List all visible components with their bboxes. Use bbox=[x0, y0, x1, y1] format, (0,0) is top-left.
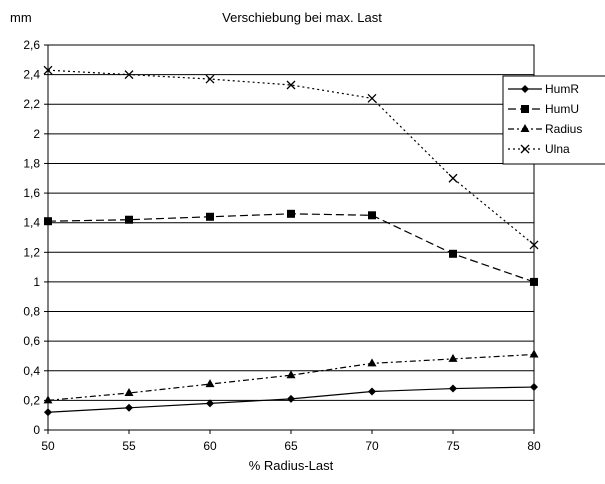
data-point-radius bbox=[529, 349, 539, 358]
data-point-radius bbox=[43, 395, 53, 404]
gridlines bbox=[48, 74, 534, 401]
y-tick-label: 1,6 bbox=[23, 186, 40, 200]
x-tick-label: 50 bbox=[41, 439, 55, 453]
x-tick-label: 75 bbox=[446, 439, 460, 453]
data-point-radius bbox=[286, 370, 296, 379]
y-tick-label: 2 bbox=[33, 127, 40, 141]
y-tick-label: 2,2 bbox=[23, 97, 40, 111]
series-lines bbox=[43, 65, 539, 417]
data-point-ulna bbox=[43, 65, 53, 75]
x-tick-label: 65 bbox=[284, 439, 298, 453]
y-tick-label: 2,6 bbox=[23, 38, 40, 52]
data-point-humr bbox=[44, 408, 52, 417]
x-tick-label: 55 bbox=[122, 439, 136, 453]
data-point-humr bbox=[449, 384, 457, 393]
data-point-ulna bbox=[124, 70, 134, 80]
y-tick-label: 2,4 bbox=[23, 68, 40, 82]
data-point-humr bbox=[125, 403, 133, 412]
data-point-humr bbox=[206, 399, 214, 408]
data-point-humu bbox=[449, 249, 457, 258]
y-tick-label: 1,8 bbox=[23, 156, 40, 170]
legend-label-ulna: Ulna bbox=[545, 142, 570, 156]
data-point-ulna bbox=[529, 240, 539, 250]
data-point-radius bbox=[367, 358, 377, 367]
data-point-humr bbox=[368, 387, 376, 396]
x-axis-ticks: 50 55 60 65 70 75 80 bbox=[41, 430, 541, 453]
data-point-ulna bbox=[367, 93, 377, 103]
data-point-humr bbox=[530, 383, 538, 392]
data-point-humu bbox=[206, 212, 214, 221]
data-point-radius bbox=[124, 387, 134, 396]
x-axis-label: % Radius-Last bbox=[249, 458, 334, 473]
y-tick-label: 0,8 bbox=[23, 305, 40, 319]
data-point-humu bbox=[368, 211, 376, 220]
data-point-radius bbox=[448, 353, 458, 362]
series-line-ulna bbox=[47, 69, 535, 246]
data-point-ulna bbox=[448, 173, 458, 183]
legend: HumR HumU Radius Ulna bbox=[502, 75, 605, 165]
y-tick-label: 0 bbox=[33, 423, 40, 437]
legend-label-humu: HumU bbox=[545, 102, 579, 116]
y-tick-label: 0,2 bbox=[23, 393, 40, 407]
legend-marker-humu bbox=[521, 105, 529, 113]
legend-label-humr: HumR bbox=[545, 82, 579, 96]
data-point-ulna bbox=[286, 80, 296, 90]
data-point-humu bbox=[530, 277, 538, 286]
y-axis-ticks: 0 0,2 0,4 0,6 0,8 1 1,2 1,4 1,6 1,8 2 2,2 2,4 2,6 bbox=[23, 38, 48, 437]
data-point-humu bbox=[287, 209, 295, 218]
y-tick-label: 1,2 bbox=[23, 245, 40, 259]
chart-title: Verschiebung bei max. Last bbox=[222, 10, 382, 25]
x-tick-label: 60 bbox=[203, 439, 217, 453]
data-point-radius bbox=[205, 379, 215, 388]
legend-marker-radius bbox=[520, 124, 530, 132]
x-tick-label: 80 bbox=[527, 439, 541, 453]
data-point-humr bbox=[287, 394, 295, 403]
y-tick-label: 0,6 bbox=[23, 334, 40, 348]
data-point-humu bbox=[125, 215, 133, 224]
legend-label-radius: Radius bbox=[545, 122, 582, 136]
legend-marker-ulna bbox=[520, 144, 530, 154]
y-axis-label: mm bbox=[10, 10, 32, 25]
data-point-ulna bbox=[205, 74, 215, 84]
data-point-humu bbox=[44, 217, 52, 226]
y-tick-label: 1,4 bbox=[23, 216, 40, 230]
legend-marker-humr bbox=[521, 85, 529, 93]
series-line-humu bbox=[47, 213, 535, 283]
y-tick-label: 1 bbox=[33, 275, 40, 289]
x-tick-label: 70 bbox=[365, 439, 379, 453]
y-tick-label: 0,4 bbox=[23, 364, 40, 378]
